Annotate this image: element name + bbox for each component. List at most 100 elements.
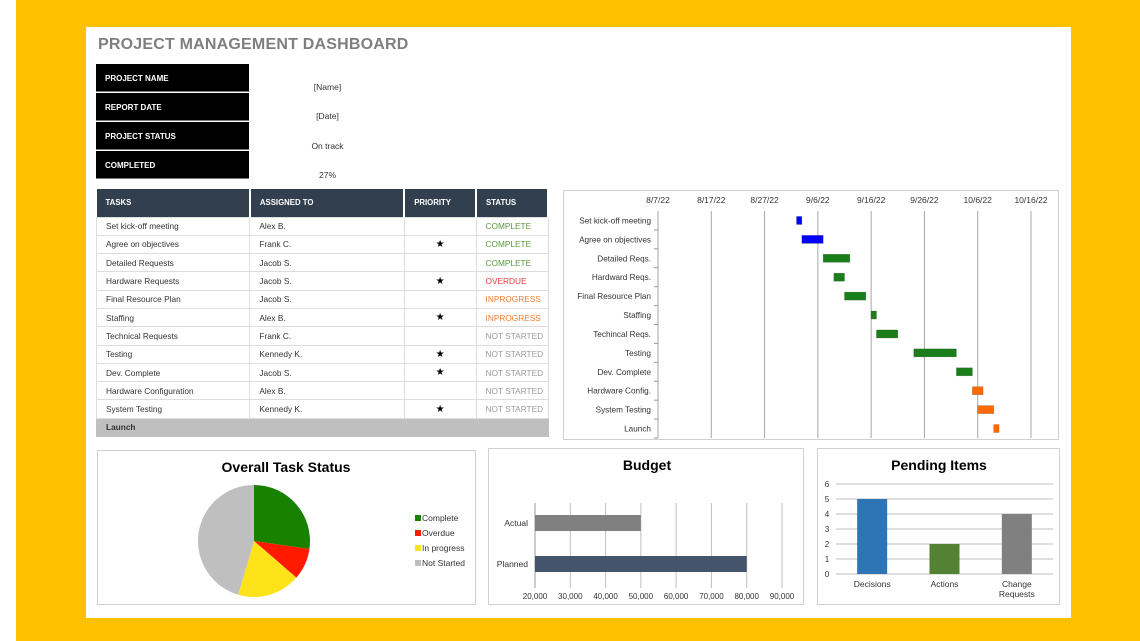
budget-bar — [535, 556, 747, 572]
task-cell: Final Resource Plan — [95, 289, 251, 309]
gantt-bar — [993, 424, 1000, 433]
table-row[interactable]: Staffing Alex B. ★ INPROGRESS — [95, 307, 549, 328]
table-footer-row: Launch — [95, 417, 549, 438]
column-header[interactable]: TASKS — [96, 189, 251, 217]
column-header[interactable]: STATUS — [476, 189, 549, 217]
gantt-bar — [833, 272, 845, 282]
empty-cell — [475, 417, 549, 438]
pending-bar — [857, 499, 888, 574]
status-cell: OVERDUE — [475, 271, 549, 291]
table-row[interactable]: Detailed Requests Jacob S. COMPLETE — [95, 253, 549, 273]
x-tick-label: 8/27/22 — [750, 195, 779, 205]
table-row[interactable]: Set kick-off meeting Alex B. COMPLETE — [95, 216, 549, 236]
task-cell: Technical Requests — [95, 326, 251, 346]
y-tick-label: 5 — [825, 495, 830, 504]
task-label: Dev. Complete — [597, 368, 651, 377]
legend-label: In progress — [422, 543, 465, 553]
pending-items-chart: Pending Items 0 1 2 3 4 5 6 Decisions Actions Chan… — [817, 448, 1060, 605]
task-cell: Hardware Requests — [95, 271, 251, 291]
table-row[interactable]: Dev. Complete Jacob S. ★ NOT STARTED — [95, 362, 549, 383]
x-tick-label: 70,000 — [699, 592, 724, 601]
priority-cell: ★ — [403, 307, 477, 328]
column-header[interactable]: ASSIGNED TO — [249, 189, 406, 217]
x-tick-label: 9/16/22 — [857, 195, 886, 205]
legend-swatch — [415, 560, 421, 566]
assignee-cell: Kennedy K. — [249, 399, 405, 419]
task-cell: System Testing — [95, 399, 251, 419]
gantt-chart: 8/7/22 8/17/22 8/27/22 9/6/22 9/16/22 9/26/22… — [563, 190, 1059, 440]
gantt-bar — [796, 216, 803, 225]
assignee-cell: Jacob S. — [249, 362, 405, 383]
table-row[interactable]: Agree on objectives Frank C. ★ COMPLETE — [95, 234, 549, 255]
info-value: On track — [311, 140, 344, 151]
status-cell: INPROGRESS — [475, 289, 549, 309]
y-category-label: Actual — [504, 518, 528, 528]
task-label: Final Resource Plan — [577, 292, 651, 301]
task-cell: Staffing — [95, 307, 251, 328]
x-tick-label: 20,000 — [523, 592, 548, 601]
task-label: Hardware Config. — [587, 387, 651, 396]
assignee-cell: Alex B. — [249, 381, 405, 401]
priority-cell — [403, 326, 477, 346]
pending-bar — [1001, 514, 1032, 574]
priority-cell: ★ — [403, 362, 477, 383]
x-category-label: Actions — [931, 579, 959, 589]
task-label: Techincal Reqs. — [593, 330, 651, 339]
status-cell: NOT STARTED — [475, 326, 549, 346]
priority-cell — [403, 216, 477, 236]
task-table: TASKS ASSIGNED TO PRIORITY STATUS Set kick-… — [95, 189, 549, 438]
y-category-label: Planned — [497, 559, 528, 569]
empty-cell — [249, 417, 405, 438]
gantt-bar — [870, 310, 877, 320]
y-tick-label: 4 — [825, 510, 830, 519]
y-tick-label: 1 — [825, 555, 830, 564]
column-header[interactable]: PRIORITY — [404, 189, 478, 217]
chart-title: Overall Task Status — [222, 459, 351, 475]
y-tick-label: 6 — [825, 480, 830, 489]
task-cell: Agree on objectives — [95, 234, 251, 255]
info-value: [Date] — [316, 111, 339, 122]
legend-label: Overdue — [422, 528, 455, 538]
chart-title: Pending Items — [891, 457, 987, 473]
x-tick-label: 60,000 — [664, 592, 689, 601]
task-cell: Detailed Requests — [95, 253, 251, 273]
x-tick-label: 50,000 — [629, 592, 654, 601]
table-row[interactable]: Final Resource Plan Jacob S. INPROGRESS — [95, 289, 549, 309]
chart-title: Budget — [623, 457, 672, 473]
pie-slice — [238, 541, 297, 597]
priority-cell — [403, 253, 477, 273]
priority-cell — [403, 289, 477, 309]
x-category-label: Decisions — [854, 579, 891, 589]
task-cell: Hardware Configuration — [95, 381, 251, 401]
pie-slice — [197, 485, 254, 595]
info-value: [Name] — [313, 82, 342, 92]
x-tick-label: 90,000 — [770, 592, 795, 601]
task-label: System Testing — [596, 406, 652, 415]
task-cell: Testing — [95, 344, 251, 364]
x-category-label: Change Requests — [999, 579, 1035, 599]
assignee-cell: Jacob S. — [249, 253, 405, 273]
status-cell: INPROGRESS — [475, 307, 549, 328]
status-cell: NOT STARTED — [475, 362, 549, 383]
table-row[interactable]: Technical Requests Frank C. NOT STARTED — [95, 326, 549, 346]
gantt-bar — [822, 253, 851, 263]
priority-cell: ★ — [403, 234, 477, 255]
legend-swatch — [415, 530, 421, 536]
empty-cell — [403, 417, 477, 438]
budget-bar — [535, 515, 641, 531]
table-row[interactable]: Hardware Requests Jacob S. ★ OVERDUE — [95, 271, 549, 291]
gantt-bar — [977, 405, 995, 414]
table-row[interactable]: System Testing Kennedy K. ★ NOT STARTED — [95, 399, 549, 419]
status-cell: NOT STARTED — [475, 399, 549, 419]
task-label: Testing — [625, 349, 651, 358]
task-label: Hardward Reqs. — [592, 273, 651, 282]
table-row[interactable]: Testing Kennedy K. ★ NOT STARTED — [95, 344, 549, 364]
status-cell: COMPLETE — [475, 234, 549, 255]
info-label: PROJECT STATUS — [96, 122, 249, 150]
table-header: TASKS ASSIGNED TO PRIORITY STATUS — [96, 189, 549, 217]
y-tick-label: 3 — [825, 525, 830, 534]
task-status-pie-chart: Overall Task Status Complete Overdue In pro… — [97, 450, 476, 605]
table-row[interactable]: Hardware Configuration Alex B. NOT STARTED — [95, 381, 549, 401]
pie-slice — [254, 541, 310, 578]
priority-cell: ★ — [403, 271, 477, 291]
